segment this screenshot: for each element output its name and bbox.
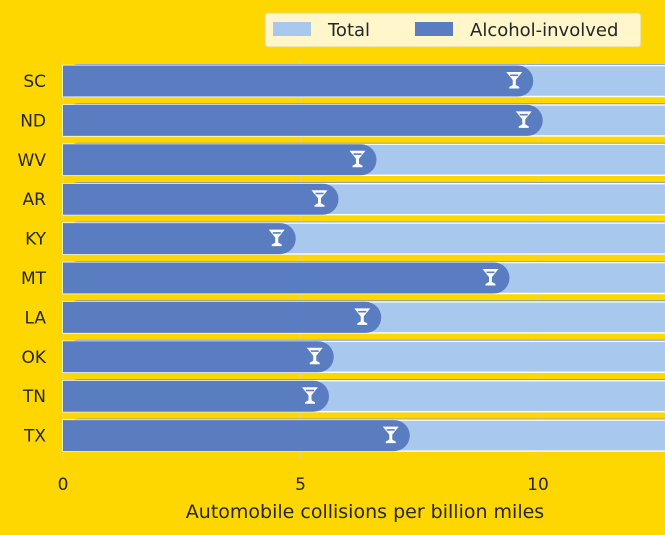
bar-row <box>62 300 665 334</box>
bar-row <box>62 142 665 176</box>
legend-swatch-total <box>273 22 311 36</box>
alcohol-bar <box>63 104 543 136</box>
martini-glass-icon <box>311 190 328 207</box>
bar-row <box>62 261 665 295</box>
y-tick-label: TN <box>22 387 46 407</box>
martini-glass-icon <box>482 269 499 286</box>
x-tick-label: 0 <box>58 475 69 495</box>
martini-glass-icon <box>302 387 318 404</box>
legend-label-total: Total <box>327 20 370 41</box>
alcohol-bar <box>63 223 296 255</box>
alcohol-bar <box>63 262 510 294</box>
alcohol-bar <box>63 380 329 412</box>
martini-glass-icon <box>515 111 532 128</box>
legend-label-alcohol: Alcohol-involved <box>470 20 618 41</box>
martini-glass-icon <box>506 72 523 89</box>
y-axis-tick-labels: SC ND WV AR KY MT LA OK TN TX <box>18 72 47 447</box>
x-axis-tick-labels: 05101520 <box>58 475 549 495</box>
legend-swatch-alcohol <box>415 22 453 36</box>
bar-row <box>62 339 665 373</box>
y-tick-label: MT <box>21 269 47 289</box>
x-tick-label: 5 <box>295 475 306 495</box>
bar-row <box>62 64 665 98</box>
y-tick-label: KY <box>25 230 47 250</box>
x-axis-title: Automobile collisions per billion miles <box>186 501 544 523</box>
alcohol-bar <box>63 144 377 176</box>
y-tick-label: LA <box>25 308 47 328</box>
bar-row <box>62 418 665 452</box>
x-tick-label: 10 <box>527 475 549 495</box>
martini-glass-icon <box>306 347 323 365</box>
bars <box>62 64 665 452</box>
martini-glass-icon <box>382 426 399 444</box>
alcohol-bar <box>63 341 334 373</box>
y-tick-label: TX <box>23 427 46 447</box>
alcohol-bar <box>63 183 339 215</box>
y-tick-label: WV <box>18 151 47 171</box>
alcohol-bar <box>63 65 534 97</box>
bar-row <box>62 221 665 255</box>
alcohol-bar <box>63 301 382 333</box>
bar-row <box>62 182 665 216</box>
y-tick-label: AR <box>23 190 47 210</box>
legend: Total Alcohol-involved <box>264 12 642 48</box>
y-tick-label: SC <box>23 72 46 92</box>
bar-row <box>62 103 665 137</box>
martini-glass-icon <box>349 150 366 168</box>
bar-row <box>62 379 665 413</box>
alcohol-bar <box>63 420 410 452</box>
y-tick-label: OK <box>21 348 46 368</box>
martini-glass-icon <box>268 229 285 247</box>
y-tick-label: ND <box>20 111 46 131</box>
martini-glass-icon <box>354 308 371 325</box>
